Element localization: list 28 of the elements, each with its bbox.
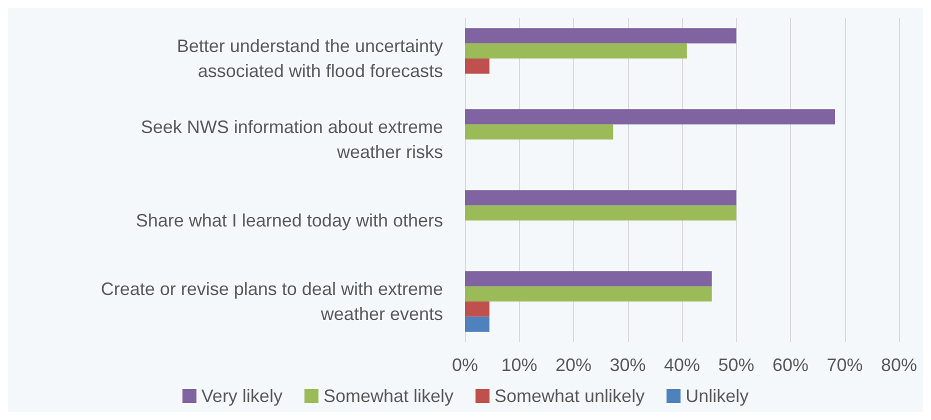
bar <box>465 205 736 220</box>
bar <box>465 58 490 74</box>
x-tick-label: 60% <box>772 355 809 375</box>
bar <box>465 109 835 124</box>
y-tick-label: Share what I learned today with others <box>136 210 443 230</box>
x-tick-label: 0% <box>452 355 478 375</box>
bar <box>465 271 712 286</box>
legend-label: Unlikely <box>686 386 749 406</box>
x-tick-label: 50% <box>718 355 754 375</box>
bar <box>465 316 490 332</box>
x-tick-label: 40% <box>664 355 700 375</box>
x-tick-label: 70% <box>826 355 863 375</box>
x-tick-label: 10% <box>501 355 538 375</box>
y-tick-label: Seek NWS information about extreme weather risks <box>140 117 443 162</box>
x-tick-label: 80% <box>880 355 918 375</box>
x-tick-label: 20% <box>555 355 592 375</box>
bar <box>465 43 687 58</box>
bar <box>465 124 614 140</box>
y-tick-label: Better understand the uncertainty associated with flood forecasts <box>176 36 443 81</box>
y-tick-label: Create or revise plans to deal with extreme weather events <box>100 279 443 324</box>
x-tick-label: 30% <box>610 355 646 375</box>
legend-label: Very likely <box>201 386 282 406</box>
legend-label: Somewhat unlikely <box>494 386 645 406</box>
legend-label: Somewhat likely <box>323 386 454 406</box>
bar <box>465 190 736 206</box>
bar <box>465 302 490 317</box>
bar <box>465 286 712 302</box>
bar <box>465 28 736 44</box>
